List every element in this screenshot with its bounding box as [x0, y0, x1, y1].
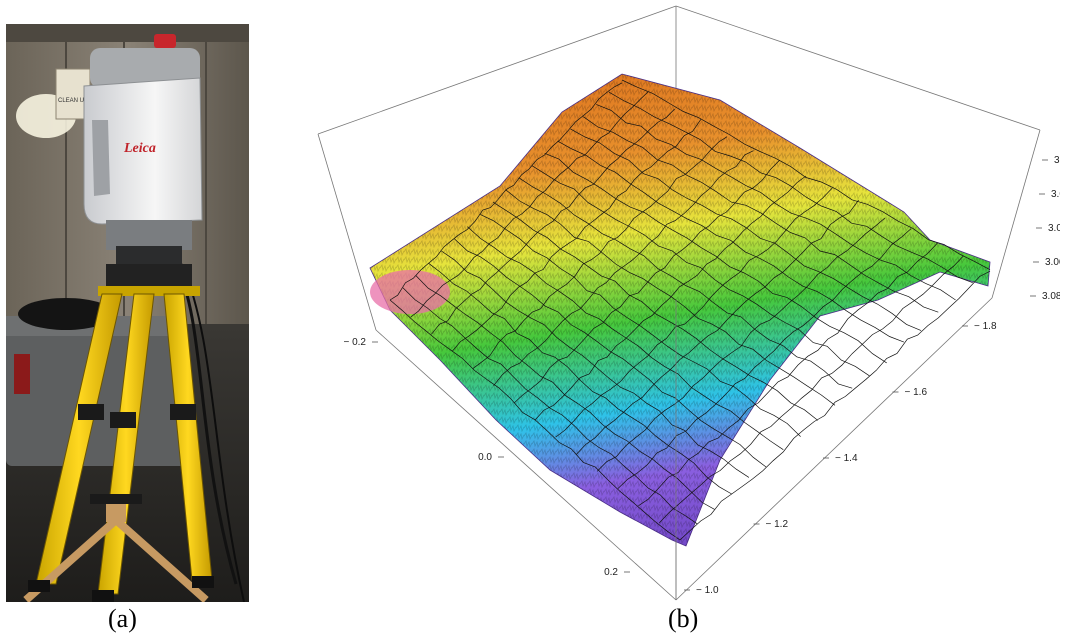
surface-grid-col [480, 214, 801, 437]
z-tick-label: 3.06 [1045, 257, 1060, 268]
surface-grid-col [428, 263, 732, 495]
surface-grid-col [518, 177, 853, 389]
surface-grid-col [402, 287, 698, 525]
scanner-brand-label: Leica [123, 141, 156, 156]
surface-grid-row [596, 217, 886, 472]
surface-mesh [369, 73, 991, 547]
surface-grid-col [454, 238, 767, 468]
z-tick-label: 3.02 [1051, 189, 1060, 200]
x-tick-label: 0.0 [478, 452, 492, 463]
surface-grid-col [531, 165, 870, 377]
y-tick-label: − 1.4 [835, 453, 858, 464]
surface-grid-col [389, 299, 681, 541]
surface-grid [389, 79, 991, 541]
z-tick-label: 3.08 [1042, 291, 1060, 302]
surface-grid-row [431, 108, 675, 335]
surface-grid-col [441, 250, 750, 478]
surface-grid-col [583, 116, 939, 313]
surface-plot-svg: 0.2 0.0 − 0.2 − 1.0 − 1.2 − 1.4 − 1.6 − 1.8 3.… [317, 5, 1060, 601]
z-tick-label: 3.04 [1048, 223, 1060, 234]
sign-text: CLEAN UP [58, 98, 88, 104]
z-tick-label: 3.00 [1054, 155, 1060, 166]
surface-grid-col [492, 201, 819, 421]
scanner-photo-image: CLEAN UP Leica [6, 24, 249, 602]
caption-a: (a) [108, 604, 137, 633]
y-tick-label: − 1.6 [905, 387, 928, 398]
surface-grid-row [638, 242, 938, 507]
surface-grid-col [596, 104, 956, 301]
surface-grid-col [608, 91, 973, 284]
z-axis-ticks: 3.00 3.02 3.04 3.06 3.08 [1030, 155, 1060, 302]
surface-grid-col [467, 226, 784, 450]
y-tick-label: − 1.2 [766, 519, 789, 530]
surface-grid-row [659, 255, 964, 524]
surface-grid-col [570, 128, 922, 331]
scanner-photo: CLEAN UP Leica [6, 24, 249, 602]
surface-grid-col [415, 275, 715, 510]
y-tick-label: − 1.0 [696, 585, 719, 596]
surface-grid-row [410, 91, 649, 318]
x-axis-ticks: 0.2 0.0 − 0.2 [343, 337, 630, 578]
surface-grid-col [544, 153, 887, 364]
surface-grid-col [557, 140, 905, 343]
x-tick-label: 0.2 [604, 567, 618, 578]
surface-grid-col [621, 79, 991, 271]
surface-grid-col [505, 189, 836, 406]
y-axis-ticks: − 1.0 − 1.2 − 1.4 − 1.6 − 1.8 [684, 321, 997, 596]
surface-grid-row [493, 150, 754, 386]
x-tick-label: − 0.2 [343, 337, 366, 348]
y-tick-label: − 1.8 [974, 321, 997, 332]
surface-plot: 0.2 0.0 − 0.2 − 1.0 − 1.2 − 1.4 − 1.6 − 1.8 3.… [300, 0, 1060, 605]
surface-grid-row [534, 175, 807, 421]
surface-grid-row [389, 82, 623, 301]
caption-b: (b) [668, 604, 699, 633]
